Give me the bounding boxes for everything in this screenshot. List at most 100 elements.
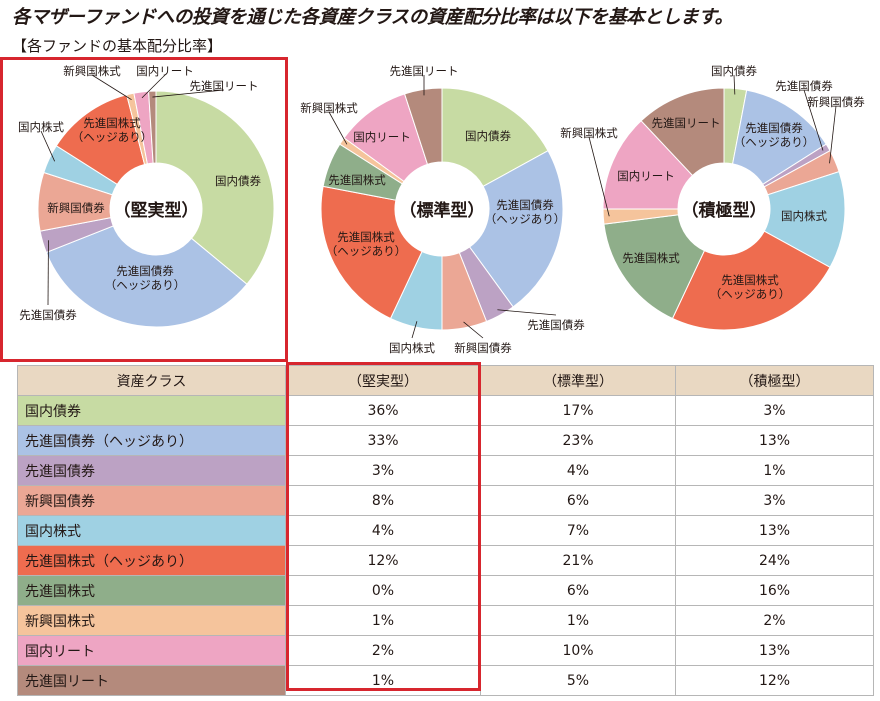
slice-label: 先進国債券 <box>745 121 803 135</box>
label-leader-line <box>463 321 484 339</box>
allocation-value-cell: 1% <box>285 605 481 636</box>
slice-label: 先進国株式 <box>721 273 779 287</box>
allocation-value-cell: 7% <box>480 515 676 546</box>
allocation-value-cell: 3% <box>675 395 874 426</box>
allocation-value-cell: 1% <box>285 665 481 696</box>
table-row: 国内リート 2% 10% 13% <box>17 635 874 666</box>
slice-label: （ヘッジあり） <box>710 287 791 301</box>
slice-label: 先進国リート <box>390 64 459 78</box>
slice-label: 先進国債券 <box>116 264 174 278</box>
slice-label: 新興国債券 <box>454 341 512 355</box>
donut-slice <box>320 185 423 320</box>
allocation-value-cell: 2% <box>285 635 481 666</box>
slice-label: 新興国債券 <box>807 95 865 109</box>
allocation-value-cell: 33% <box>285 425 481 456</box>
donut-slice <box>671 230 831 331</box>
slice-label: 国内債券 <box>711 64 757 78</box>
donut-center-title: （堅実型） <box>114 200 199 221</box>
donut-slice <box>640 87 725 177</box>
asset-class-cell: 先進国債券（ヘッジあり） <box>17 425 286 456</box>
donut-center-title: （標準型） <box>400 200 485 221</box>
allocation-value-cell: 3% <box>675 485 874 516</box>
table-row: 新興国債券 8% 6% 3% <box>17 485 874 516</box>
slice-label: 国内債券 <box>215 174 261 188</box>
allocation-value-cell: 6% <box>480 485 676 516</box>
table-row: 先進国債券（ヘッジあり） 33% 23% 13% <box>17 425 874 456</box>
slice-label: 新興国株式 <box>560 126 618 140</box>
asset-class-cell: 国内債券 <box>17 395 286 426</box>
slice-label: 先進国リート <box>652 116 721 130</box>
allocation-value-cell: 2% <box>675 605 874 636</box>
slice-label: 国内債券 <box>465 129 511 143</box>
allocation-table: 資産クラス （堅実型） （標準型） （積極型） 国内債券 36% 17% 3% 先進国債… <box>17 365 874 696</box>
donut-slice <box>468 150 564 308</box>
slice-label: 先進国債券 <box>19 308 77 322</box>
allocation-value-cell: 8% <box>285 485 481 516</box>
label-leader-line <box>411 321 418 339</box>
asset-class-cell: 新興国株式 <box>17 605 286 636</box>
slice-label: 国内株式 <box>389 341 435 355</box>
label-leader-line <box>588 136 610 217</box>
donut-slice <box>148 90 157 164</box>
slice-label: 先進国株式 <box>337 230 395 244</box>
slice-label: 先進国株式 <box>83 116 141 130</box>
header-conservative: （堅実型） <box>285 365 481 396</box>
table-body: 国内債券 36% 17% 3% 先進国債券（ヘッジあり） 33% 23% 13% 先進国債券 3%… <box>17 395 874 696</box>
slice-label: （ヘッジあり） <box>105 278 186 292</box>
allocation-value-cell: 36% <box>285 395 481 426</box>
slice-label: 新興国株式 <box>63 64 121 78</box>
slice-label: 国内リート <box>617 169 675 183</box>
table-row: 先進国株式（ヘッジあり） 12% 21% 24% <box>17 545 874 576</box>
table-row: 国内債券 36% 17% 3% <box>17 395 874 426</box>
label-leader-line <box>497 309 557 316</box>
slice-label: 先進国リート <box>190 79 259 93</box>
page-headline: 各マザーファンドへの投資を通じた各資産クラスの資産配分比率は以下を基本とします。 <box>12 7 733 28</box>
allocation-value-cell: 13% <box>675 425 874 456</box>
table-row: 国内株式 4% 7% 13% <box>17 515 874 546</box>
slice-label: 国内リート <box>353 130 411 144</box>
allocation-value-cell: 6% <box>480 575 676 606</box>
donut-slice <box>45 225 248 328</box>
allocation-value-cell: 21% <box>480 545 676 576</box>
slice-label: 先進国株式 <box>622 251 680 265</box>
asset-class-cell: 先進国株式（ヘッジあり） <box>17 545 286 576</box>
slice-label: 新興国債券 <box>47 201 105 215</box>
slice-label: 国内株式 <box>18 120 64 134</box>
label-leader-line <box>803 89 824 151</box>
allocation-value-cell: 17% <box>480 395 676 426</box>
label-leader-line <box>141 74 166 99</box>
slice-label: 先進国債券 <box>775 79 833 93</box>
allocation-value-cell: 13% <box>675 635 874 666</box>
donut-slice <box>155 90 275 285</box>
slice-label: （ヘッジあり） <box>72 130 153 144</box>
donut-slice <box>441 87 549 188</box>
allocation-value-cell: 1% <box>675 455 874 486</box>
allocation-value-cell: 16% <box>675 575 874 606</box>
allocation-value-cell: 1% <box>480 605 676 636</box>
allocation-value-cell: 24% <box>675 545 874 576</box>
label-leader-line <box>40 130 56 162</box>
slice-label: 新興国株式 <box>300 101 358 115</box>
label-leader-line <box>91 74 132 101</box>
donut-slice <box>603 214 706 320</box>
asset-class-cell: 先進国債券 <box>17 455 286 486</box>
asset-class-cell: 国内リート <box>17 635 286 666</box>
allocation-value-cell: 0% <box>285 575 481 606</box>
slice-label: 国内株式 <box>781 209 827 223</box>
allocation-value-cell: 3% <box>285 455 481 486</box>
table-header-row: 資産クラス （堅実型） （標準型） （積極型） <box>17 365 874 396</box>
allocation-value-cell: 13% <box>675 515 874 546</box>
slice-label: 国内リート <box>136 64 194 78</box>
allocation-value-cell: 12% <box>675 665 874 696</box>
allocation-value-cell: 23% <box>480 425 676 456</box>
label-leader-line <box>328 111 348 145</box>
label-leader-line <box>733 74 736 95</box>
allocation-value-cell: 10% <box>480 635 676 666</box>
slice-label: （ヘッジあり） <box>734 135 815 149</box>
table-row: 先進国債券 3% 4% 1% <box>17 455 874 486</box>
asset-class-cell: 新興国債券 <box>17 485 286 516</box>
label-leader-line <box>152 89 225 98</box>
slice-label: （ヘッジあり） <box>485 212 566 226</box>
donut-slice <box>403 87 443 165</box>
